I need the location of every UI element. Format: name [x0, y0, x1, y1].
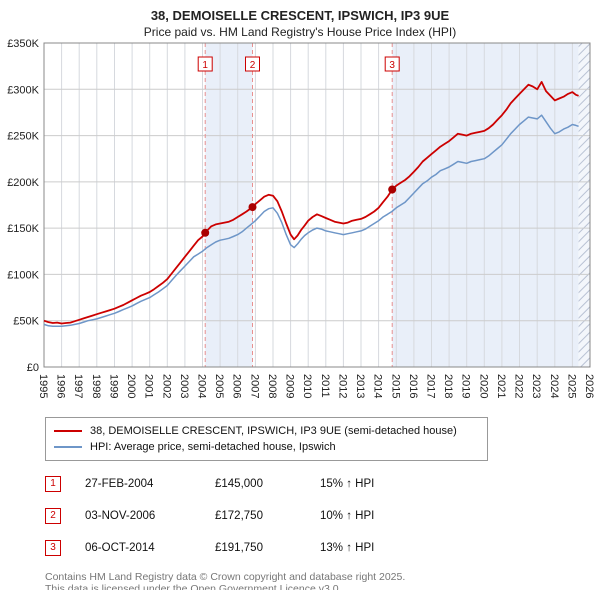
- page-title: 38, DEMOISELLE CRESCENT, IPSWICH, IP3 9U…: [150, 8, 450, 23]
- svg-text:2016: 2016: [407, 374, 419, 398]
- svg-text:2007: 2007: [248, 374, 260, 398]
- svg-text:2022: 2022: [513, 374, 525, 398]
- svg-text:1996: 1996: [55, 374, 67, 398]
- svg-text:1999: 1999: [108, 374, 120, 398]
- svg-text:2018: 2018: [442, 374, 454, 398]
- svg-text:1998: 1998: [90, 374, 102, 398]
- svg-text:£250K: £250K: [7, 131, 39, 143]
- svg-text:2024: 2024: [548, 374, 560, 398]
- svg-text:£50K: £50K: [13, 316, 39, 328]
- transaction-hpi-delta: 10% ↑ HPI: [320, 509, 375, 522]
- transaction-price: £145,000: [215, 477, 263, 490]
- svg-text:£100K: £100K: [7, 269, 39, 281]
- svg-text:2000: 2000: [125, 374, 137, 398]
- legend-row-property: 38, DEMOISELLE CRESCENT, IPSWICH, IP3 9U…: [54, 423, 479, 439]
- svg-text:2025: 2025: [565, 374, 577, 398]
- svg-text:2023: 2023: [530, 374, 542, 398]
- svg-text:1: 1: [202, 60, 208, 71]
- license-line-2: This data is licensed under the Open Gov…: [45, 583, 342, 590]
- transactions-table: 1 27-FEB-2004 £145,000 15% ↑ HPI 2 03-NO…: [45, 475, 600, 556]
- svg-text:2002: 2002: [160, 374, 172, 398]
- legend-label-hpi: HPI: Average price, semi-detached house,…: [90, 441, 336, 453]
- svg-text:2012: 2012: [336, 374, 348, 398]
- svg-text:2026: 2026: [583, 374, 595, 398]
- license-line-1: Contains HM Land Registry data © Crown c…: [45, 571, 406, 583]
- svg-text:2006: 2006: [231, 374, 243, 398]
- svg-text:2020: 2020: [477, 374, 489, 398]
- legend-row-hpi: HPI: Average price, semi-detached house,…: [54, 439, 479, 455]
- transaction-hpi-delta: 15% ↑ HPI: [320, 477, 375, 490]
- svg-text:2010: 2010: [301, 374, 313, 398]
- legend-label-property: 38, DEMOISELLE CRESCENT, IPSWICH, IP3 9U…: [90, 425, 457, 437]
- property-line-swatch: [54, 430, 82, 432]
- svg-text:2004: 2004: [196, 374, 208, 398]
- transaction-date: 27-FEB-2004: [85, 477, 154, 490]
- transaction-number-badge: 1: [45, 475, 61, 492]
- transaction-hpi-delta: 13% ↑ HPI: [320, 541, 375, 554]
- transaction-date: 03-NOV-2006: [85, 509, 156, 522]
- svg-text:3: 3: [389, 60, 395, 71]
- svg-text:1995: 1995: [37, 374, 49, 398]
- svg-text:£300K: £300K: [7, 84, 39, 96]
- svg-text:2013: 2013: [354, 374, 366, 398]
- svg-text:1997: 1997: [72, 374, 84, 398]
- svg-text:2021: 2021: [495, 374, 507, 398]
- chart-legend: 38, DEMOISELLE CRESCENT, IPSWICH, IP3 9U…: [45, 417, 488, 461]
- transaction-date: 06-OCT-2014: [85, 541, 155, 554]
- svg-text:£200K: £200K: [7, 177, 39, 189]
- transaction-number-badge: 2: [45, 507, 61, 524]
- svg-text:2008: 2008: [266, 374, 278, 398]
- svg-text:£150K: £150K: [7, 223, 39, 235]
- license-footer: Contains HM Land Registry data © Crown c…: [45, 571, 600, 590]
- svg-text:2005: 2005: [213, 374, 225, 398]
- svg-text:2015: 2015: [389, 374, 401, 398]
- svg-text:2017: 2017: [425, 374, 437, 398]
- svg-text:2011: 2011: [319, 374, 331, 398]
- transaction-price: £172,750: [215, 509, 263, 522]
- transaction-price: £191,750: [215, 541, 263, 554]
- svg-text:2003: 2003: [178, 374, 190, 398]
- svg-text:2014: 2014: [372, 374, 384, 398]
- svg-text:2001: 2001: [143, 374, 155, 398]
- price-history-plot: 1 2 3 £0 £50K £100K £150K £200K £250K £300K £350K 1…: [7, 39, 595, 398]
- svg-text:£0: £0: [27, 362, 39, 374]
- svg-text:2009: 2009: [284, 374, 296, 398]
- transaction-row: 1 27-FEB-2004 £145,000 15% ↑ HPI: [45, 475, 600, 492]
- hpi-line-swatch: [54, 446, 82, 448]
- svg-text:£350K: £350K: [7, 39, 39, 50]
- transaction-number-badge: 3: [45, 539, 61, 556]
- transaction-row: 3 06-OCT-2014 £191,750 13% ↑ HPI: [45, 539, 600, 556]
- page-subtitle: Price paid vs. HM Land Registry's House …: [143, 25, 457, 39]
- svg-text:2019: 2019: [460, 374, 472, 398]
- transaction-row: 2 03-NOV-2006 £172,750 10% ↑ HPI: [45, 507, 600, 524]
- svg-text:2: 2: [250, 60, 256, 71]
